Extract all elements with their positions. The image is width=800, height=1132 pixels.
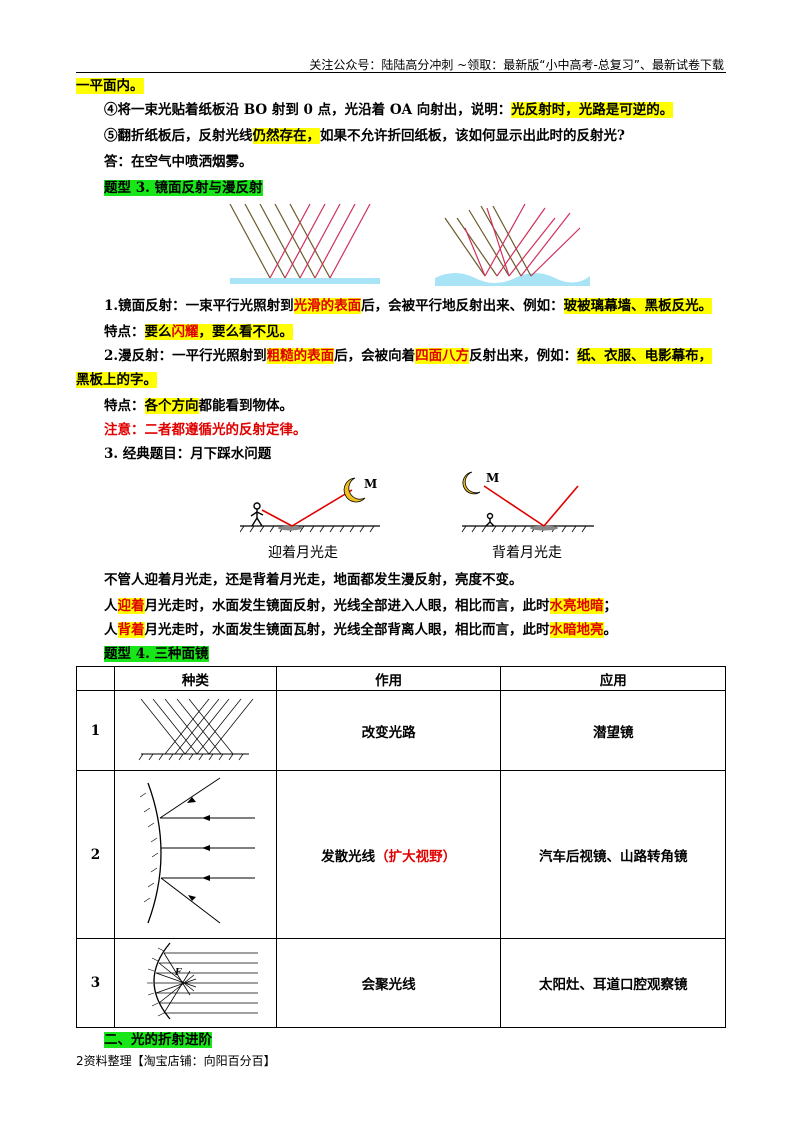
concave-mirror-figure: F: [147, 942, 259, 1020]
diffuse-feature-line: 特点：各个方向都能看到物体。: [104, 398, 293, 414]
moonlight-diagram-left: M: [240, 477, 380, 533]
table-row: 1 改变光路 潜望镜: [76, 690, 726, 771]
page-footer: 2资料整理【淘宝店铺：向阳百分百】: [76, 1052, 276, 1069]
text-line-2: ⑤翻折纸板后，反射光线仍然存在，如果不允许折回纸板，该如何显示出此时的反射光?: [104, 128, 625, 144]
application-cell: 汽车后视镜、山路转角镜: [500, 770, 726, 939]
table-header-row: 种类 作用 应用: [76, 666, 726, 691]
svg-text:F: F: [174, 968, 182, 978]
diffuse-reflection-line: 2.漫反射：一平行光照射到粗糙的表面后，会被向着四面八方反射出来，例如：纸、衣服…: [104, 348, 713, 364]
moon-paragraph-3: 人背着月光走时，水面发生镜面瓦射，光线全部背离人眼，相比而言，此时水暗地亮。: [104, 622, 617, 638]
plane-mirror-figure-cell: [113, 690, 277, 771]
row-number: 2: [76, 770, 115, 939]
effect-cell: 改变光路: [275, 690, 502, 771]
application-cell: 潜望镜: [500, 690, 726, 771]
plane-mirror-figure: [139, 698, 254, 760]
diffuse-reflection-line-cont: 黑板上的字。: [76, 372, 157, 388]
table-row: 3 F 会聚光线 太阳灶、耳道口腔观察镜: [76, 938, 726, 1028]
table-header-cell: 作用: [275, 666, 502, 691]
caption-back-to-moon: 背着月光走: [492, 545, 562, 561]
caption-facing-moon: 迎着月光走: [268, 545, 338, 561]
answer-line: 答：在空气中喷洒烟雾。: [104, 154, 253, 170]
type4-title: 题型 4. 三种面镜: [104, 646, 209, 662]
moon-paragraph-1: 不管人迎着月光走，还是背着月光走，地面都发生漫反射，亮度不变。: [104, 572, 523, 588]
footer-text: 资料整理【淘宝店铺：向阳百分百】: [83, 1054, 276, 1068]
row-number: 1: [76, 690, 115, 771]
reflection-diagram: [229, 203, 590, 286]
mirror-reflection-line: 1.镜面反射：一束平行光照射到光滑的表面后，会被平行地反射出来、例如：玻被璃幕墙…: [104, 298, 713, 314]
table-header-cell: 种类: [113, 666, 277, 691]
moon-paragraph-2: 人迎着月光走时，水面发生镜面反射，光线全部进入人眼，相比而言，此时水亮地暗；: [104, 598, 617, 614]
table-header-cell: [76, 666, 115, 691]
mirror-types-table: 种类 作用 应用 1 改变光路 潜望镜 2: [76, 666, 726, 1028]
convex-mirror-figure-cell: [113, 770, 277, 939]
row-number: 3: [76, 938, 115, 1028]
svg-text:M: M: [364, 477, 377, 491]
svg-text:M: M: [486, 471, 499, 485]
moonlight-diagram-right: M: [461, 471, 594, 533]
application-cell: 太阳灶、耳道口腔观察镜: [500, 938, 726, 1028]
classic-title: 3. 经典题目：月下踩水问题: [104, 446, 272, 462]
note-line: 注意：二者都遵循光的反射定律。: [104, 422, 307, 438]
table-header-cell: 应用: [500, 666, 726, 691]
text-line-0: 一平面内。: [76, 78, 144, 94]
page-number: 2: [76, 1054, 84, 1068]
concave-mirror-figure-cell: F: [113, 938, 277, 1028]
effect-cell: 会聚光线: [275, 938, 502, 1028]
mirror-feature-line: 特点：要么闪耀，要么看不见。: [104, 324, 293, 340]
effect-cell: 发散光线（扩大视野）: [275, 770, 502, 939]
header-rule: [76, 72, 726, 73]
type3-title: 题型 3. 镜面反射与漫反射: [104, 180, 263, 196]
convex-mirror-figure: [140, 777, 256, 923]
section-b-title: 二、光的折射进阶: [104, 1032, 212, 1048]
page-header: 关注公众号：陆陆高分冲刺 ~领取：最新版“小中高考-总复习”、最新试卷下载: [309, 58, 724, 72]
table-row: 2 发散光线（扩大视野） 汽车后视镜、山路转角镜: [76, 770, 726, 939]
text-line-1: ④将一束光贴着纸板沿 BO 射到 0 点，光沿着 OA 向射出，说明：光反射时，…: [104, 102, 674, 118]
